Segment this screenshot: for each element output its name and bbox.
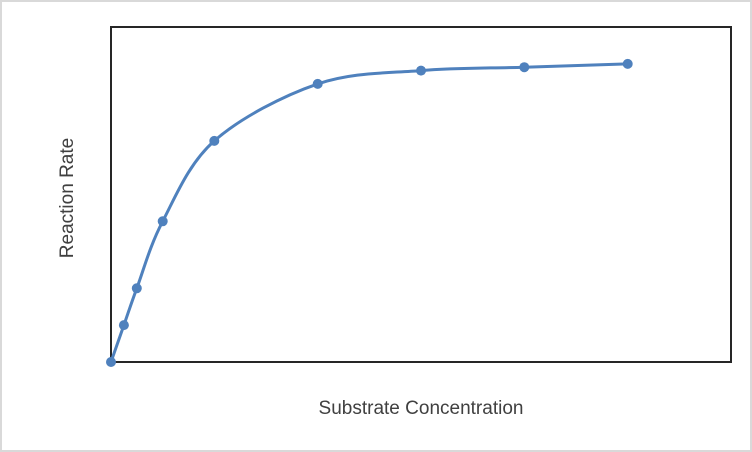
y-axis-label: Reaction Rate [57, 137, 78, 259]
x-axis-label: Substrate Concentration [318, 398, 524, 419]
plot-area [110, 26, 732, 363]
